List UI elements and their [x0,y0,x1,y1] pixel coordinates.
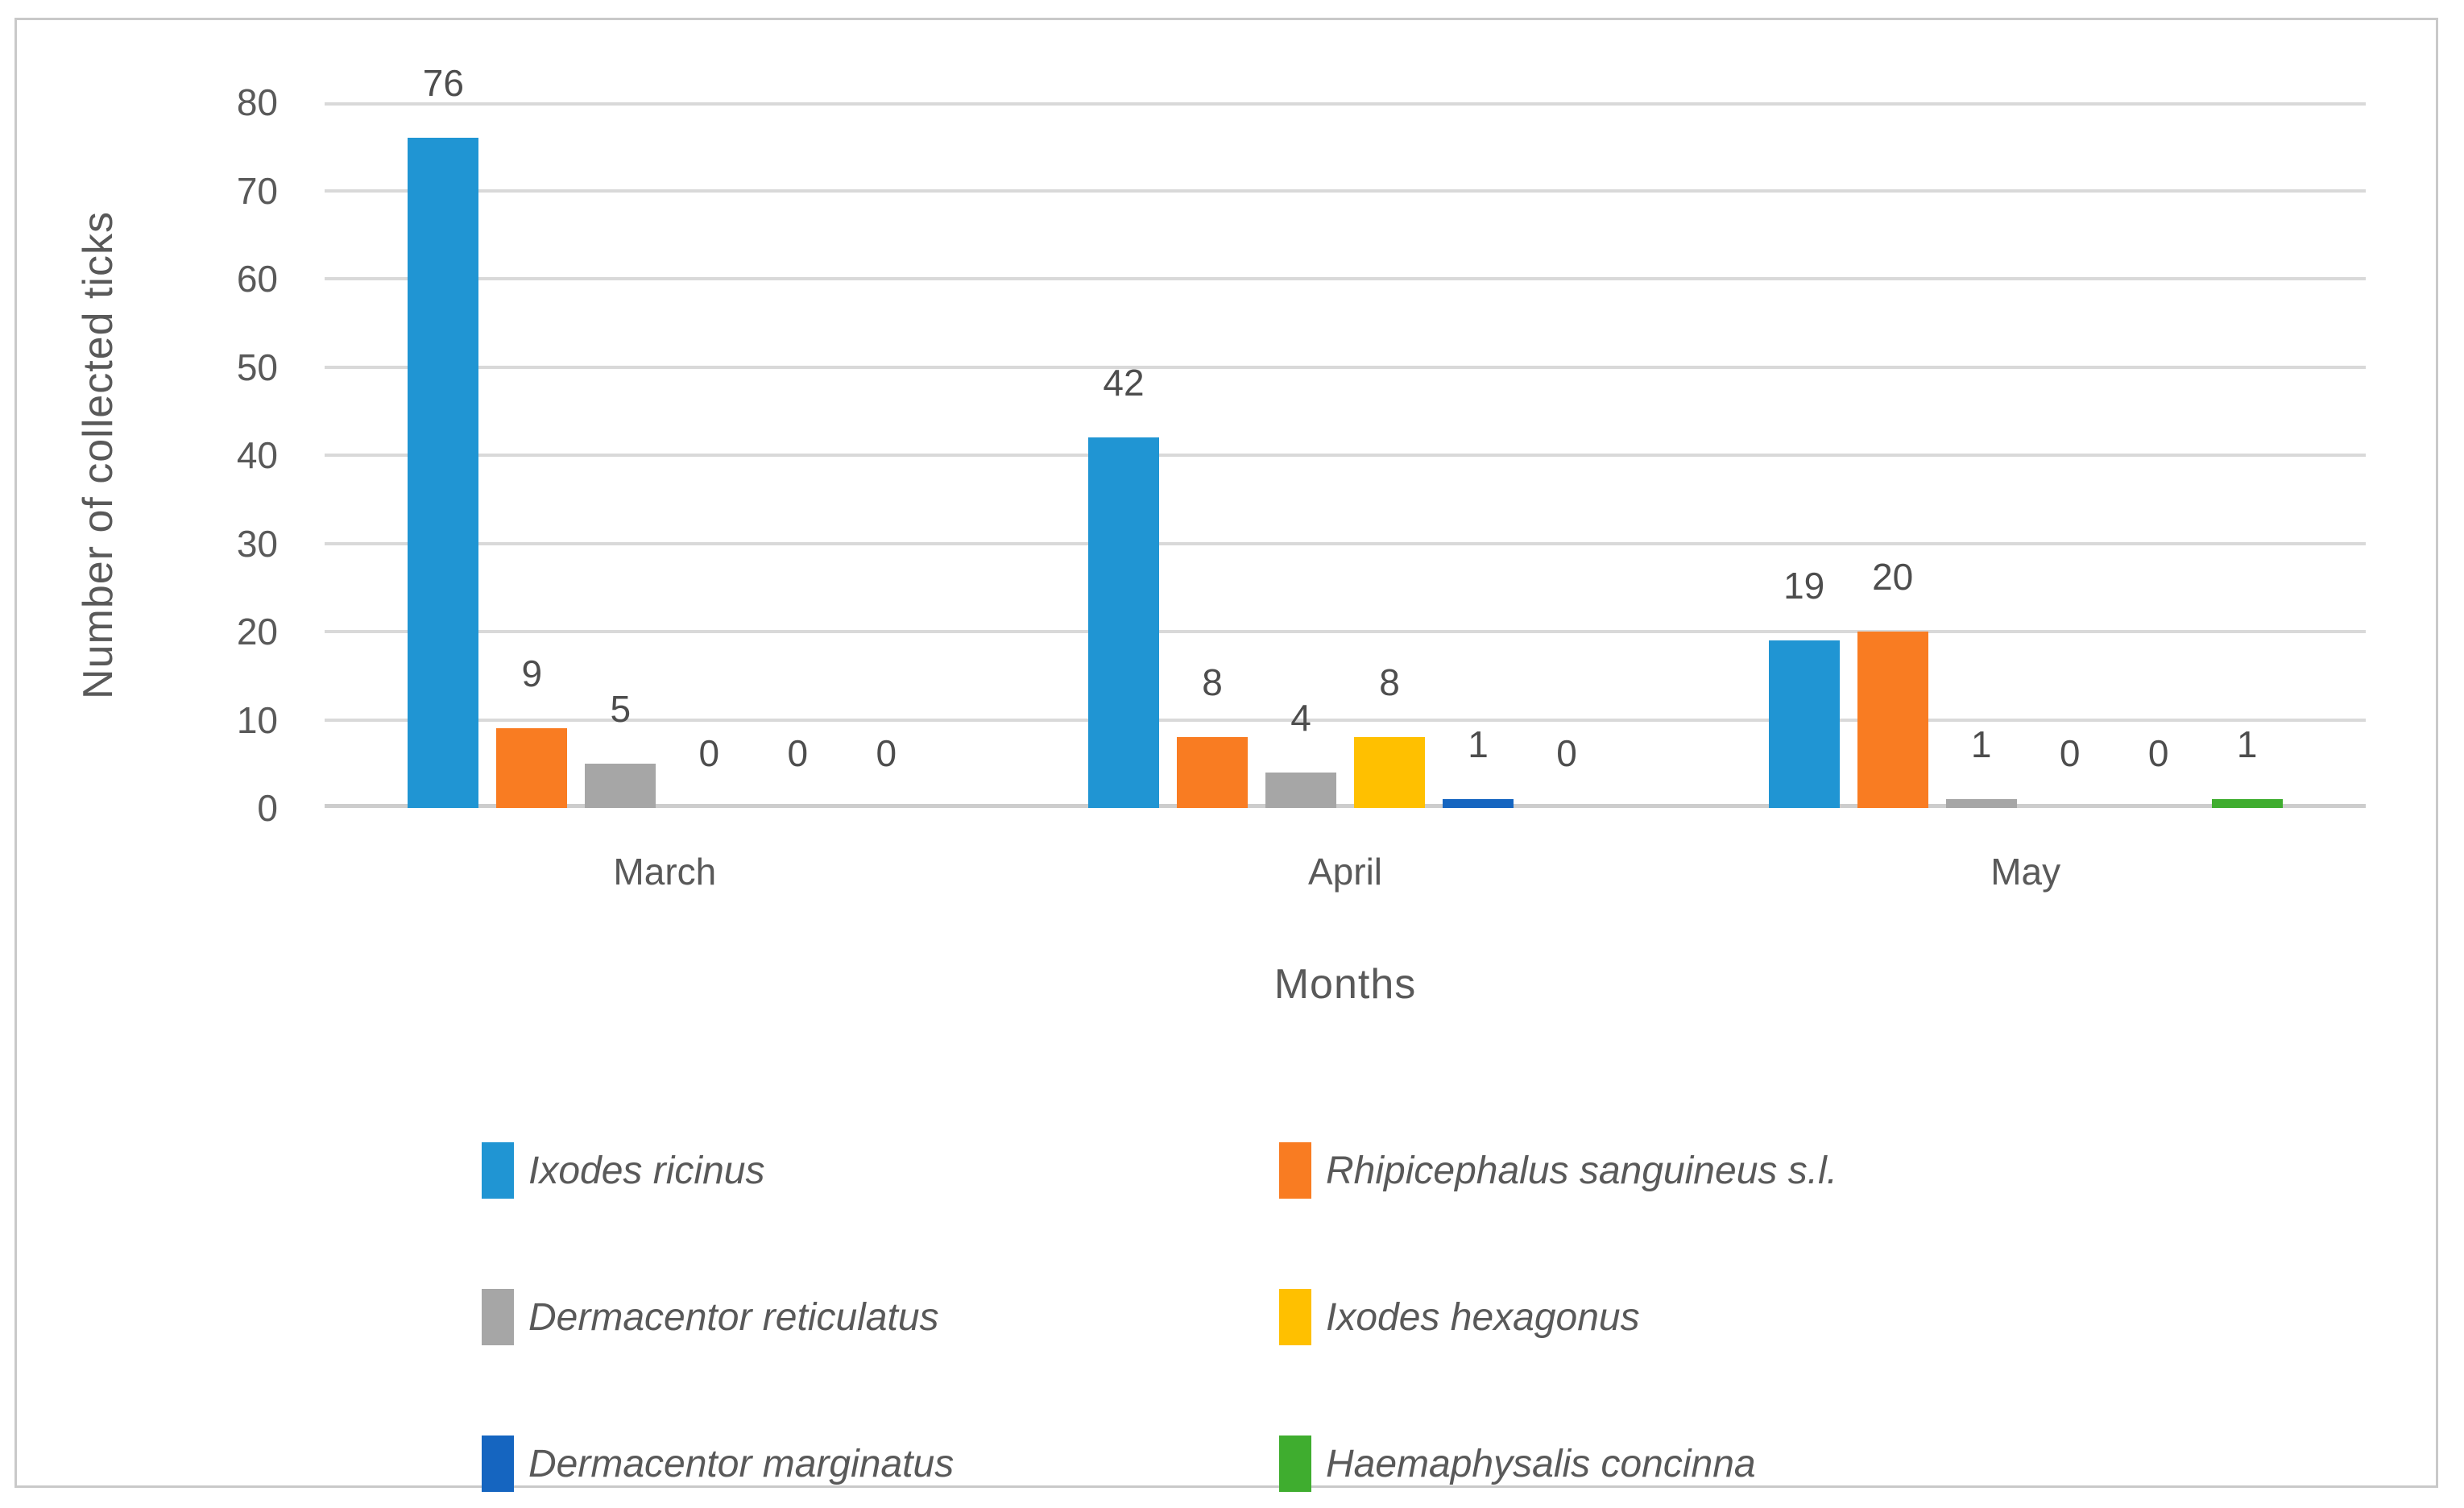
gridline-50 [325,365,2366,369]
x-axis-line [325,804,2366,808]
x-axis-title: Months [1273,961,1417,1008]
bar-march-dermacentor-reticulatus[interactable] [585,764,656,808]
x-label-may: May [1990,851,2061,893]
bar-value-label: 0 [787,732,809,774]
bar-group-april: 42 8 4 8 1 0 [1005,102,1686,808]
bar-value-label: 4 [1290,697,1311,739]
y-axis-tick-labels: 0 10 20 30 40 50 60 70 80 [105,84,278,826]
y-tick-10: 10 [236,698,278,741]
bar-value-label: 20 [1872,556,1914,598]
legend-item-dermacentor-marginatus[interactable]: Dermacentor marginatus [482,1436,1279,1492]
y-tick-20: 20 [236,611,278,652]
y-tick-80: 80 [236,81,278,123]
legend-swatch-dermacentor-marginatus [482,1436,514,1492]
bar-march-rhipicephalus-sanguineus[interactable] [496,728,568,808]
gridline-60 [325,277,2366,280]
legend-label: Ixodes ricinus [528,1149,765,1192]
gridline-20 [325,630,2366,633]
y-tick-0: 0 [257,787,278,829]
bar-value-label: 1 [1970,723,1992,765]
y-tick-70: 70 [236,169,278,212]
gridline-10 [325,718,2366,722]
legend-item-rhipicephalus-sanguineus[interactable]: Rhipicephalus sanguineus s.l. [1279,1142,1837,1199]
bar-value-label: 0 [2147,732,2169,774]
gridline-80 [325,102,2366,106]
x-label-april: April [1307,851,1383,893]
bar-value-label: 5 [610,688,632,730]
bar-value-label: 1 [2236,723,2258,765]
x-label-march: March [613,851,717,893]
legend-swatch-ixodes-ricinus [482,1142,514,1199]
chart-legend: Ixodes ricinus Rhipicephalus sanguineus … [482,1142,1837,1492]
legend-label: Ixodes hexagonus [1326,1295,1640,1339]
bar-april-rhipicephalus-sanguineus[interactable] [1177,737,1248,808]
legend-label: Dermacentor reticulatus [528,1295,939,1339]
bar-value-label: 0 [698,732,720,774]
legend-swatch-ixodes-hexagonus [1279,1289,1311,1345]
y-tick-50: 50 [236,346,278,388]
bar-groups: 76 9 5 0 0 0 42 8 4 8 1 0 19 20 1 0 [325,64,2366,808]
bar-value-label: 0 [876,732,897,774]
gridline-40 [325,454,2366,457]
legend-label: Rhipicephalus sanguineus s.l. [1326,1149,1838,1192]
bar-value-label: 19 [1783,565,1825,607]
bar-march-ixodes-ricinus[interactable] [408,138,479,808]
legend-item-haemaphysalis-concinna[interactable]: Haemaphysalis concinna [1279,1436,1837,1492]
gridline-70 [325,188,2366,193]
legend-item-dermacentor-reticulatus[interactable]: Dermacentor reticulatus [482,1289,1279,1345]
legend-swatch-haemaphysalis-concinna [1279,1436,1311,1492]
bar-value-label: 0 [2059,732,2081,774]
x-axis-category-labels: March April May [325,850,2366,893]
bar-april-dermacentor-reticulatus[interactable] [1265,773,1336,808]
bar-value-label: 76 [422,62,464,104]
y-tick-60: 60 [236,258,278,300]
bar-value-label: 42 [1103,362,1145,404]
y-tick-30: 30 [236,522,278,565]
plot-area: 76 9 5 0 0 0 42 8 4 8 1 0 19 20 1 0 [325,64,2366,808]
bar-april-ixodes-hexagonus[interactable] [1354,737,1425,808]
legend-swatch-rhipicephalus-sanguineus [1279,1142,1311,1199]
bar-may-rhipicephalus-sanguineus[interactable] [1857,632,1928,808]
bar-may-ixodes-ricinus[interactable] [1768,640,1840,808]
bar-value-label: 9 [521,652,543,694]
bar-april-ixodes-ricinus[interactable] [1088,437,1159,808]
bar-group-may: 19 20 1 0 0 1 [1685,102,2366,808]
legend-item-ixodes-hexagonus[interactable]: Ixodes hexagonus [1279,1289,1837,1345]
gridline-30 [325,541,2366,545]
legend-label: Haemaphysalis concinna [1326,1442,1756,1485]
legend-label: Dermacentor marginatus [528,1442,955,1485]
bar-value-label: 8 [1379,661,1400,703]
bar-value-label: 1 [1468,723,1489,765]
bar-april-dermacentor-marginatus[interactable] [1443,799,1514,808]
bar-may-haemaphysalis-concinna[interactable] [2211,799,2283,808]
bar-may-dermacentor-reticulatus[interactable] [1945,799,2017,808]
legend-item-ixodes-ricinus[interactable]: Ixodes ricinus [482,1142,1279,1199]
bar-value-label: 0 [1556,732,1577,774]
bar-value-label: 8 [1202,661,1223,703]
bar-group-march: 76 9 5 0 0 0 [325,64,1005,808]
y-tick-40: 40 [236,434,278,476]
legend-swatch-dermacentor-reticulatus [482,1289,514,1345]
